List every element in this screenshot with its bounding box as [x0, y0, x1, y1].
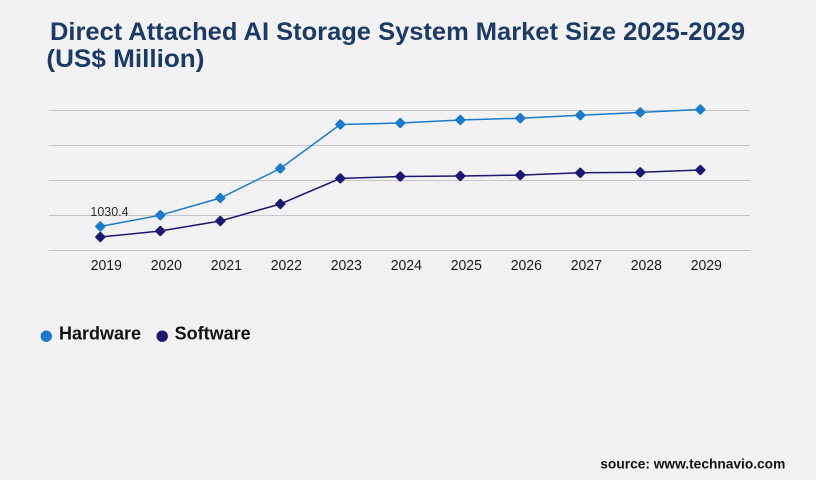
svg-text:2029: 2029: [691, 257, 722, 274]
svg-text:Direct Attached AI Storage Sys: Direct Attached AI Storage System Market…: [50, 18, 745, 46]
svg-text:(US$ Million): (US$ Million): [46, 45, 204, 73]
svg-text:2019: 2019: [91, 257, 122, 274]
svg-text:Hardware: Hardware: [59, 323, 141, 343]
svg-text:2027: 2027: [571, 257, 602, 274]
svg-text:2023: 2023: [331, 257, 362, 274]
svg-text:2025: 2025: [451, 257, 482, 274]
svg-text:Software: Software: [175, 323, 251, 343]
svg-text:source: www.technavio.com: source: www.technavio.com: [600, 456, 785, 472]
svg-text:2024: 2024: [391, 257, 422, 274]
svg-text:2020: 2020: [151, 257, 182, 274]
svg-text:1030.4: 1030.4: [90, 204, 128, 219]
svg-text:2028: 2028: [631, 257, 662, 274]
svg-text:2021: 2021: [211, 257, 242, 274]
svg-text:2026: 2026: [511, 257, 542, 274]
svg-text:2022: 2022: [271, 257, 302, 274]
